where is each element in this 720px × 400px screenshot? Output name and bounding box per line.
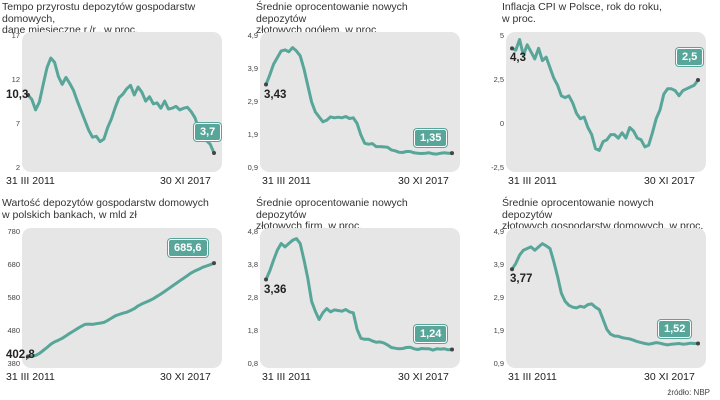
y-tick-label: 1,8 — [247, 326, 258, 335]
chart-svg — [26, 261, 216, 359]
end-value-badge: 685,6 — [168, 239, 208, 258]
series-line — [264, 237, 453, 352]
y-tick-label: 4,9 — [493, 227, 504, 236]
y-tick-label: -2,5 — [491, 163, 504, 172]
end-point — [212, 151, 216, 156]
y-tick-label: 2 — [15, 163, 20, 172]
y-tick-label: 17 — [11, 31, 20, 40]
chart-title: Średnie oprocentowanie nowych depozytów … — [256, 197, 408, 232]
y-tick-label: 12 — [11, 75, 20, 84]
chart-panel-2: Średnie oprocentowanie nowych depozytów … — [238, 1, 460, 198]
end-point — [212, 261, 216, 266]
x-start-label: 31 III 2011 — [6, 175, 55, 187]
start-value-label: 10,3 — [6, 88, 29, 101]
end-value-badge: 1,24 — [414, 325, 448, 344]
start-value-label: 3,36 — [264, 283, 287, 296]
x-start-label: 31 III 2011 — [508, 371, 557, 383]
chart-title: Średnie oprocentowanie nowych depozytów … — [502, 197, 704, 232]
x-start-label: 31 III 2011 — [508, 175, 557, 187]
y-tick-label: 2,5 — [493, 75, 504, 84]
chart-panel-1: Tempo przyrostu depozytów gospodarstw do… — [0, 1, 222, 198]
chart-panel-5: Średnie oprocentowanie nowych depozytów … — [238, 197, 460, 394]
y-tick-label: 680 — [7, 260, 20, 269]
y-tick-label: 2,9 — [247, 97, 258, 106]
y-tick-label: 0,8 — [247, 359, 258, 368]
chart-panel-4: Wartość depozytów gospodarstw domowych w… — [0, 197, 222, 394]
y-tick-label: 1,9 — [493, 326, 504, 335]
chart-svg — [510, 242, 700, 347]
y-tick-label: 1,9 — [247, 130, 258, 139]
chart-title: Wartość depozytów gospodarstw domowych w… — [2, 197, 209, 221]
end-point — [696, 78, 700, 82]
y-tick-label: 4,9 — [247, 31, 258, 40]
x-start-label: 31 III 2011 — [262, 371, 311, 383]
chart-title: Inflacja CPI w Polsce, rok do roku, w pr… — [502, 1, 662, 25]
x-end-label: 30 XI 2017 — [398, 371, 449, 383]
y-tick-label: 5 — [499, 31, 504, 40]
x-end-label: 30 XI 2017 — [644, 371, 695, 383]
source-note: źródło: NBP — [667, 388, 710, 397]
end-point — [450, 347, 454, 352]
end-point — [696, 341, 700, 346]
plot-area — [260, 228, 460, 368]
end-value-badge: 2,5 — [676, 48, 704, 66]
y-tick-label: 380 — [7, 359, 20, 368]
y-tick-label: 7 — [15, 119, 20, 128]
x-start-label: 31 III 2011 — [6, 371, 55, 383]
chart-title: Tempo przyrostu depozytów gospodarstw do… — [2, 1, 196, 36]
y-tick-label: 4,8 — [247, 227, 258, 236]
chart-svg — [264, 237, 454, 352]
y-tick-label: 3,8 — [247, 260, 258, 269]
start-point — [26, 354, 30, 359]
plot-area — [260, 32, 460, 172]
y-tick-label: 480 — [7, 326, 20, 335]
start-value-label: 3,43 — [264, 88, 287, 101]
y-tick-label: 0 — [499, 119, 504, 128]
y-tick-label: 2,9 — [493, 293, 504, 302]
x-end-label: 30 XI 2017 — [160, 371, 211, 383]
start-value-label: 402,8 — [6, 349, 35, 362]
chart-title: Średnie oprocentowanie nowych depozytów … — [256, 1, 408, 36]
end-point — [450, 151, 454, 156]
start-value-label: 4,3 — [510, 52, 526, 65]
y-tick-label: 580 — [7, 293, 20, 302]
start-point — [510, 46, 514, 51]
series-line — [264, 46, 452, 156]
y-tick-label: 3,9 — [493, 260, 504, 269]
series-line — [26, 56, 216, 154]
start-point — [510, 267, 514, 272]
y-tick-label: 780 — [7, 227, 20, 236]
start-value-label: 3,77 — [510, 273, 533, 286]
start-point — [264, 82, 268, 87]
end-value-badge: 1,35 — [414, 129, 448, 148]
y-tick-label: 2,8 — [247, 293, 258, 302]
series-line — [510, 242, 698, 347]
x-end-label: 30 XI 2017 — [160, 175, 211, 187]
y-tick-label: 0,9 — [247, 163, 258, 172]
x-start-label: 31 III 2011 — [262, 175, 311, 187]
start-point — [26, 92, 30, 97]
series-line — [27, 261, 215, 358]
end-value-badge: 3,7 — [194, 123, 222, 142]
y-tick-label: 3,9 — [247, 64, 258, 73]
x-end-label: 30 XI 2017 — [398, 175, 449, 187]
y-tick-label: 0,9 — [493, 359, 504, 368]
series-line — [511, 38, 700, 152]
chart-svg — [510, 38, 700, 152]
chart-panel-3: Inflacja CPI w Polsce, rok do roku, w pr… — [484, 1, 706, 198]
x-end-label: 30 XI 2017 — [644, 175, 695, 187]
end-value-badge: 1,52 — [658, 319, 692, 338]
chart-svg — [26, 56, 216, 156]
chart-svg — [264, 46, 454, 156]
plot-area — [22, 32, 222, 172]
start-point — [264, 277, 268, 282]
chart-panel-6: Średnie oprocentowanie nowych depozytów … — [484, 197, 706, 394]
